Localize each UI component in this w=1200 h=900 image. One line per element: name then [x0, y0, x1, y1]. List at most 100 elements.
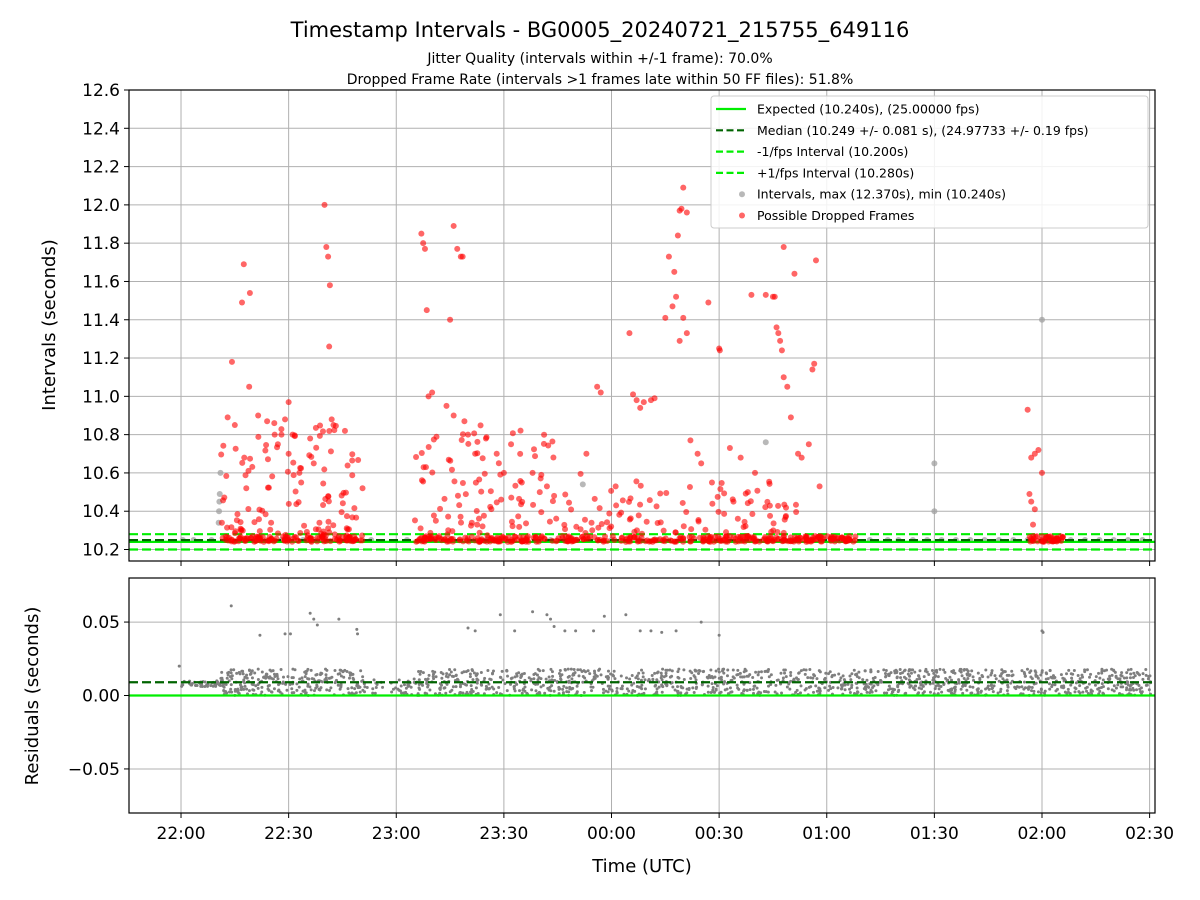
- residual-point: [625, 676, 629, 680]
- residual-point: [976, 671, 980, 675]
- residual-point: [476, 692, 480, 696]
- residual-point: [978, 678, 982, 682]
- residual-point: [638, 629, 642, 633]
- residual-point: [998, 690, 1002, 694]
- residuals-axes-frame: [128, 577, 1156, 814]
- residual-point: [631, 688, 635, 692]
- residual-point: [690, 671, 694, 675]
- dropped-frame-point: [481, 470, 488, 477]
- residual-point: [327, 688, 331, 692]
- dropped-frame-point: [444, 538, 451, 545]
- residual-point: [965, 688, 969, 692]
- residual-point: [531, 610, 535, 614]
- dropped-frame-point: [688, 526, 695, 533]
- residual-point: [431, 669, 435, 673]
- residual-point: [728, 686, 732, 690]
- residual-point: [742, 689, 746, 693]
- residual-point: [812, 690, 816, 694]
- dropped-frame-point: [312, 424, 319, 431]
- residual-point: [842, 678, 846, 682]
- residual-point: [1085, 685, 1089, 689]
- residual-point: [1027, 685, 1031, 689]
- residual-point: [769, 682, 773, 686]
- dropped-frame-point: [326, 428, 333, 435]
- residual-point: [925, 670, 929, 674]
- residual-point: [751, 687, 755, 691]
- residual-point: [468, 672, 472, 676]
- residual-point: [515, 682, 519, 686]
- dropped-frame-point: [458, 519, 465, 526]
- residual-point: [809, 685, 813, 689]
- dropped-frame-point: [476, 476, 483, 483]
- residual-point: [874, 689, 878, 693]
- normal-interval-point: [931, 460, 938, 467]
- residual-point: [329, 686, 333, 690]
- residual-point: [557, 672, 561, 676]
- dropped-frame-point: [450, 222, 457, 229]
- residual-point: [997, 679, 1001, 683]
- dropped-frame-point: [795, 450, 802, 457]
- residual-point: [608, 684, 612, 688]
- residual-point: [717, 667, 721, 671]
- residual-point: [743, 667, 747, 671]
- residual-point: [639, 678, 643, 682]
- residual-point: [594, 673, 598, 677]
- residual-point: [723, 688, 727, 692]
- dropped-frame-point: [315, 526, 322, 533]
- dropped-frame-point: [240, 261, 247, 268]
- residual-point: [702, 669, 706, 673]
- dropped-frame-point: [591, 495, 598, 502]
- residual-point: [1059, 673, 1063, 677]
- residual-point: [491, 671, 495, 675]
- residual-point: [1014, 687, 1018, 691]
- residual-point: [1050, 685, 1054, 689]
- residual-point: [691, 686, 695, 690]
- residual-point: [677, 667, 681, 671]
- dropped-frame-point: [596, 505, 603, 512]
- dropped-frame-point: [321, 466, 328, 473]
- dropped-frame-point: [249, 463, 256, 470]
- residual-point: [898, 667, 902, 671]
- dropped-frame-point: [430, 512, 437, 519]
- residual-point: [710, 675, 714, 679]
- dropped-frame-point: [351, 505, 358, 512]
- dropped-frame-point: [663, 489, 670, 496]
- dropped-frame-point: [594, 383, 601, 390]
- dropped-frame-point: [750, 535, 757, 542]
- residual-point: [538, 691, 542, 695]
- residual-point: [942, 683, 946, 687]
- residual-point: [855, 674, 859, 678]
- residual-point: [682, 677, 686, 681]
- residual-point: [830, 675, 834, 679]
- residual-point: [909, 671, 913, 675]
- residual-point: [559, 677, 563, 681]
- dropped-frame-point: [709, 500, 716, 507]
- residual-point: [1033, 669, 1037, 673]
- residual-point: [986, 686, 990, 690]
- residual-point: [959, 687, 963, 691]
- residual-point: [557, 692, 561, 696]
- residual-point: [620, 684, 624, 688]
- dropped-frame-point: [445, 456, 452, 463]
- residual-point: [248, 672, 252, 676]
- dropped-frame-point: [816, 483, 823, 490]
- residual-point: [1135, 688, 1139, 692]
- residual-point: [333, 681, 337, 685]
- dropped-frame-point: [271, 431, 278, 438]
- residual-point: [229, 668, 233, 672]
- residual-point: [471, 689, 475, 693]
- residual-point: [1131, 686, 1135, 690]
- dropped-frame-point: [1026, 490, 1033, 497]
- residual-point: [797, 671, 801, 675]
- residual-point: [803, 672, 807, 676]
- dropped-frame-point: [224, 414, 231, 421]
- dropped-frame-point: [606, 510, 613, 517]
- residual-point: [271, 669, 275, 673]
- residual-point: [674, 629, 678, 633]
- residual-point: [612, 669, 616, 673]
- dropped-frame-point: [242, 472, 249, 479]
- residual-point: [670, 669, 674, 673]
- residual-point: [1067, 668, 1071, 672]
- residual-point: [451, 685, 455, 689]
